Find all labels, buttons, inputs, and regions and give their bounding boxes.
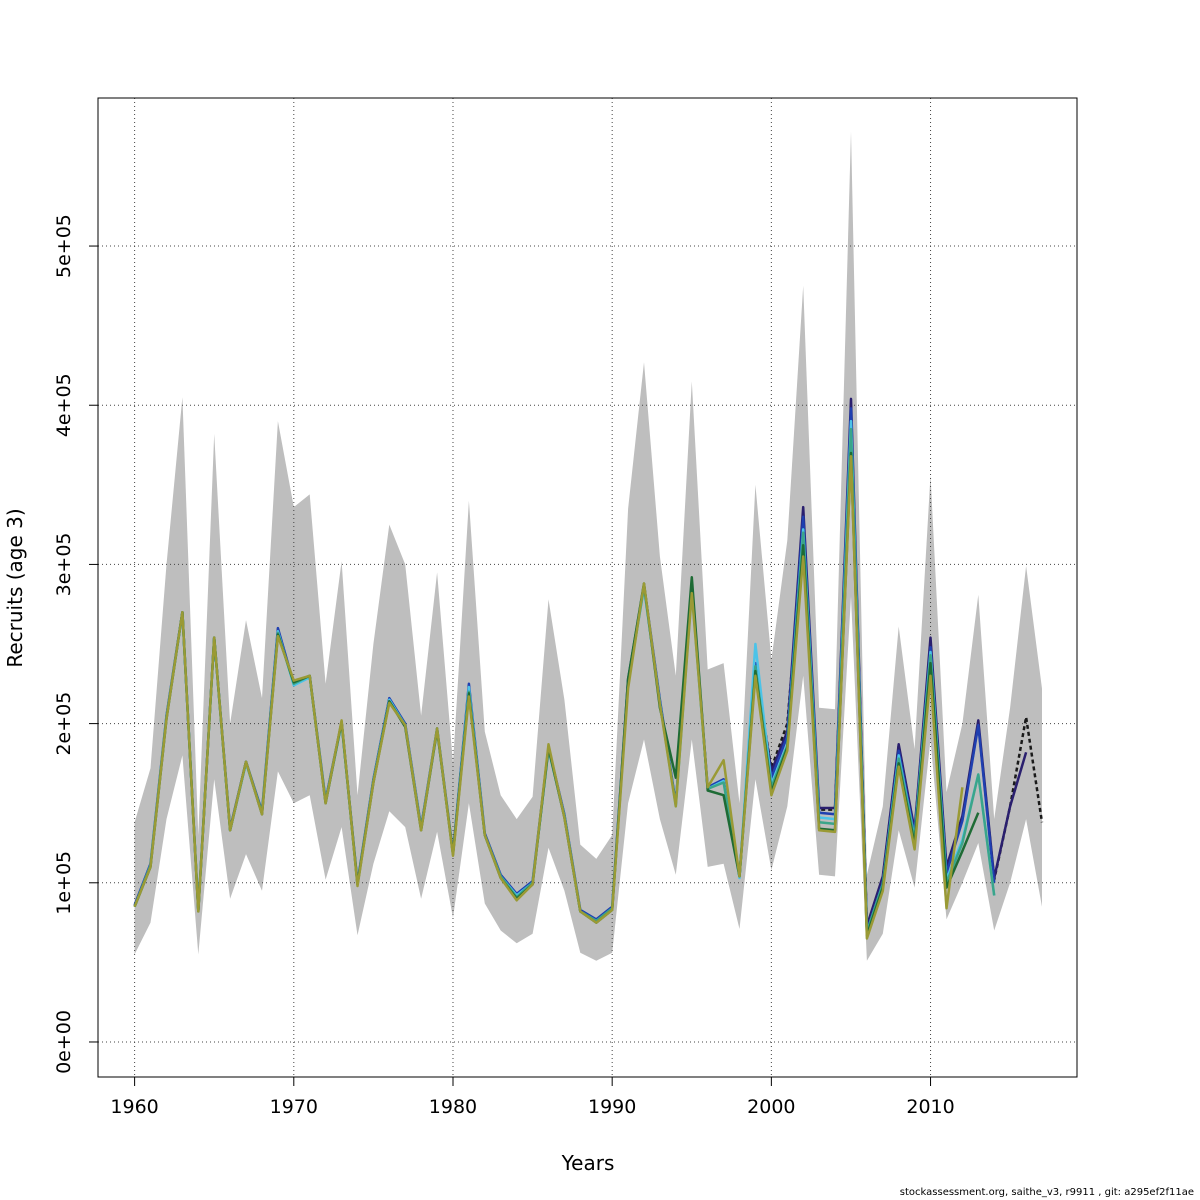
x-axis-title: Years [561,1151,615,1175]
x-tick-label: 2010 [906,1096,954,1118]
confidence-band-layer [134,131,1043,961]
y-axis-title: Recruits (age 3) [3,508,27,667]
x-tick-label: 1970 [270,1096,318,1118]
y-tick-label: 0e+00 [53,1010,75,1074]
x-tick-label: 1960 [110,1096,158,1118]
x-tick-label: 1980 [429,1096,477,1118]
x-tick-label: 2000 [747,1096,795,1118]
axis-layer: 1960 1970 1980 1990 2000 2010 0e+00 1e+05 2e+05 3… [53,214,955,1118]
series-line-series-7 [133,454,964,940]
y-tick-label: 4e+05 [53,373,75,437]
y-tick-label: 2e+05 [53,692,75,756]
y-tick-label: 5e+05 [53,214,75,278]
y-tick-label: 3e+05 [53,532,75,596]
x-tick-label: 1990 [588,1096,636,1118]
y-tick-label: 1e+05 [53,851,75,915]
plot-frame [97,97,1078,1078]
series-layer [133,397,1044,940]
confidence-band [134,131,1043,961]
footer-credit: stockassessment.org, saithe_v3, r9911 , … [899,1187,1194,1198]
